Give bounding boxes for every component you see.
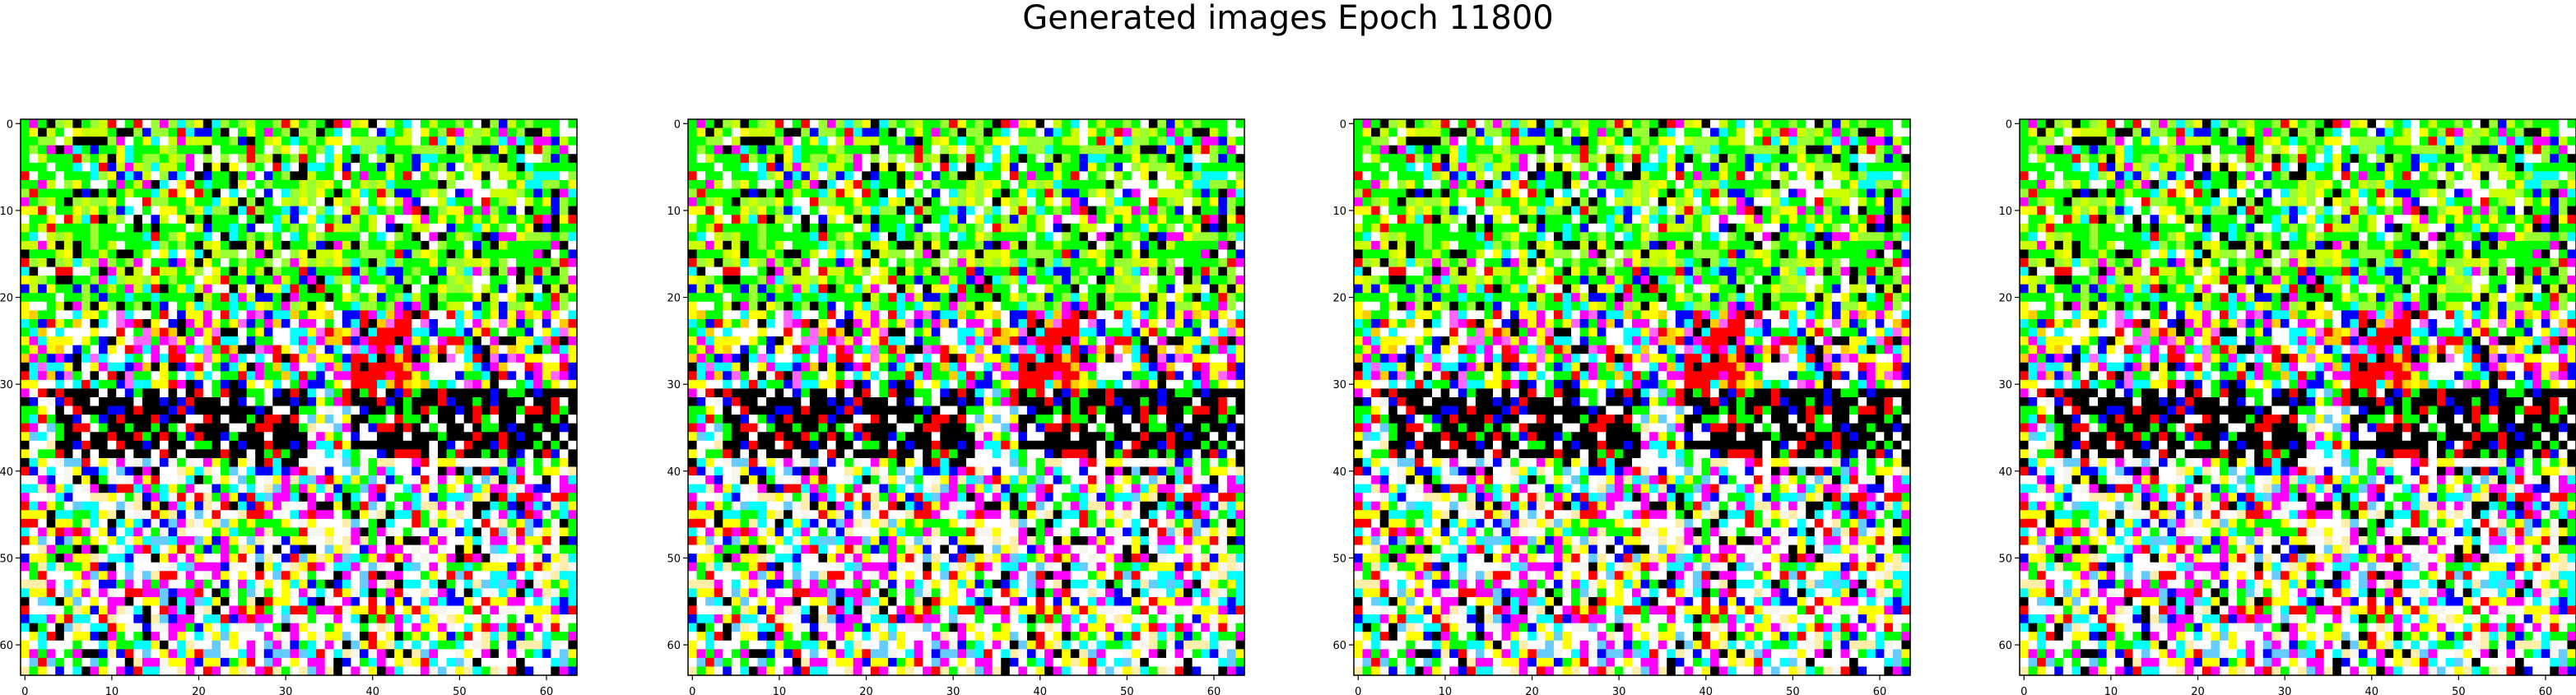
generated-image-1 xyxy=(21,119,578,676)
y-tick-label: 10 xyxy=(1332,206,1346,218)
x-tick-label: 0 xyxy=(1355,686,1361,695)
subplot-3: 0 10 20 30 40 50 60 0 10 20 30 40 50 60 xyxy=(1332,118,1911,695)
y-tick-label: 10 xyxy=(667,206,681,218)
y-tick-label: 50 xyxy=(0,553,13,565)
axes-frame xyxy=(687,118,1245,676)
y-tick-label: 0 xyxy=(2006,118,2012,131)
y-tick-label: 60 xyxy=(0,640,13,652)
y-tick-label: 20 xyxy=(667,293,681,305)
y-tick-label: 60 xyxy=(1998,640,2012,652)
y-tick-label: 0 xyxy=(1340,118,1346,131)
x-tick-label: 10 xyxy=(1439,686,1453,695)
y-tick-label: 20 xyxy=(1998,293,2012,305)
x-tick-label: 10 xyxy=(773,686,787,695)
generated-image-2 xyxy=(688,119,1245,676)
axes-frame xyxy=(20,118,578,676)
x-tick-label: 0 xyxy=(2020,686,2027,695)
x-tick-label: 40 xyxy=(1034,686,1048,695)
y-tick-label: 40 xyxy=(1998,466,2012,479)
y-tick-label: 50 xyxy=(1998,553,2012,565)
y-tick-label: 10 xyxy=(1998,206,2012,218)
x-tick-label: 60 xyxy=(1207,686,1221,695)
subplot-2: 0 10 20 30 40 50 60 0 10 20 30 40 50 60 xyxy=(667,118,1245,695)
x-tick-label: 30 xyxy=(946,686,960,695)
figure-title: Generated images Epoch 11800 xyxy=(1022,0,1554,37)
x-tick-label: 20 xyxy=(1525,686,1539,695)
x-tick-label: 40 xyxy=(1700,686,1713,695)
x-tick-label: 50 xyxy=(1120,686,1134,695)
x-tick-label: 40 xyxy=(2365,686,2379,695)
y-tick-label: 10 xyxy=(0,206,13,218)
x-tick-label: 30 xyxy=(1612,686,1626,695)
x-tick-label: 40 xyxy=(366,686,380,695)
subplot-1: 0 10 20 30 40 50 60 0 10 20 30 40 50 60 xyxy=(0,118,578,695)
y-tick-label: 50 xyxy=(667,553,681,565)
x-tick-label: 50 xyxy=(453,686,467,695)
y-tick-label: 0 xyxy=(674,118,681,131)
y-tick-label: 30 xyxy=(1998,379,2012,392)
x-tick-label: 50 xyxy=(2452,686,2466,695)
x-tick-label: 50 xyxy=(1786,686,1800,695)
x-tick-label: 0 xyxy=(689,686,695,695)
y-tick-label: 20 xyxy=(0,293,13,305)
x-tick-label: 20 xyxy=(859,686,873,695)
x-tick-label: 20 xyxy=(2191,686,2205,695)
x-tick-label: 30 xyxy=(279,686,293,695)
generated-image-3 xyxy=(1354,119,1911,676)
x-tick-label: 10 xyxy=(105,686,119,695)
y-tick-label: 40 xyxy=(1332,466,1346,479)
y-tick-label: 40 xyxy=(0,466,13,479)
x-tick-label: 10 xyxy=(2104,686,2118,695)
y-tick-label: 30 xyxy=(1332,379,1346,392)
x-tick-label: 0 xyxy=(21,686,28,695)
generated-image-4 xyxy=(2020,119,2576,676)
axes-frame xyxy=(1353,118,1911,676)
x-tick-label: 20 xyxy=(192,686,206,695)
y-tick-label: 50 xyxy=(1332,553,1346,565)
y-tick-label: 0 xyxy=(7,118,13,131)
y-tick-label: 20 xyxy=(1332,293,1346,305)
y-tick-label: 60 xyxy=(667,640,681,652)
y-tick-label: 30 xyxy=(0,379,13,392)
x-tick-label: 60 xyxy=(2539,686,2553,695)
x-tick-label: 60 xyxy=(1873,686,1887,695)
axes-frame xyxy=(2019,118,2576,676)
x-tick-label: 30 xyxy=(2278,686,2292,695)
y-tick-label: 40 xyxy=(667,466,681,479)
y-tick-label: 60 xyxy=(1332,640,1346,652)
x-tick-label: 60 xyxy=(540,686,554,695)
subplot-4: 0 10 20 30 40 50 60 0 10 20 30 40 50 60 xyxy=(1998,118,2576,695)
y-tick-label: 30 xyxy=(667,379,681,392)
